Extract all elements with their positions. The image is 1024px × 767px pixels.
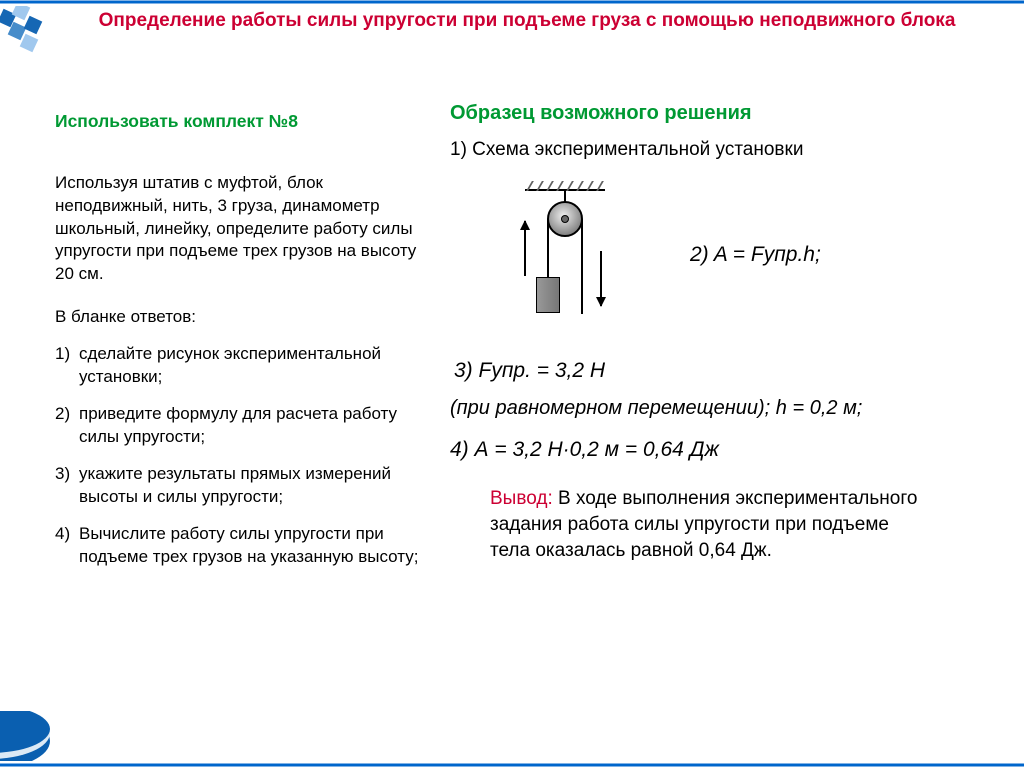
task-text: Используя штатив с муфтой, блок неподвиж… [55, 172, 420, 287]
measurement-force: 3) Fупр. = 3,2 Н [454, 357, 984, 385]
right-column: Образец возможного решения 1) Схема эксп… [440, 90, 1024, 757]
scheme-label: 1) Схема экспериментальной установки [450, 137, 984, 163]
calculation-result: 4) А = 3,2 Н·0,2 м = 0,64 Дж [450, 436, 984, 464]
solution-heading: Образец возможного решения [450, 100, 984, 127]
measurement-height: (при равномерном перемещении); h = 0,2 м… [450, 395, 984, 422]
slide-title: Определение работы силы упругости при по… [50, 8, 1004, 34]
formula-work: 2) A = Fупр.h; [690, 241, 821, 269]
scheme-row: 2) A = Fупр.h; [490, 181, 984, 331]
conclusion-text: В ходе выполнения экспериментального зад… [490, 488, 917, 560]
top-border [0, 0, 1024, 4]
arrow-down-icon [600, 251, 602, 306]
conclusion-label: Вывод: [490, 488, 553, 509]
list-item: 1)сделайте рисунок экспериментальной уст… [55, 343, 420, 389]
content-area: Использовать комплект №8 Используя штати… [0, 90, 1024, 757]
arrow-up-icon [524, 221, 526, 276]
title-text: Определение работы силы упругости при по… [50, 8, 1004, 34]
kit-heading: Использовать комплект №8 [55, 110, 420, 134]
pulley-diagram [490, 181, 630, 331]
list-item: 2)приведите формулу для расчета работу с… [55, 403, 420, 449]
bottom-border [0, 763, 1024, 767]
list-item: 4)Вычислите работу силы упругости при по… [55, 523, 420, 569]
task-list: 1)сделайте рисунок экспериментальной уст… [55, 343, 420, 569]
left-column: Использовать комплект №8 Используя штати… [0, 90, 440, 757]
blank-label: В бланке ответов: [55, 306, 420, 329]
list-item: 3)укажите результаты прямых измерений вы… [55, 463, 420, 509]
conclusion: Вывод: В ходе выполнения экспериментальн… [490, 486, 920, 563]
